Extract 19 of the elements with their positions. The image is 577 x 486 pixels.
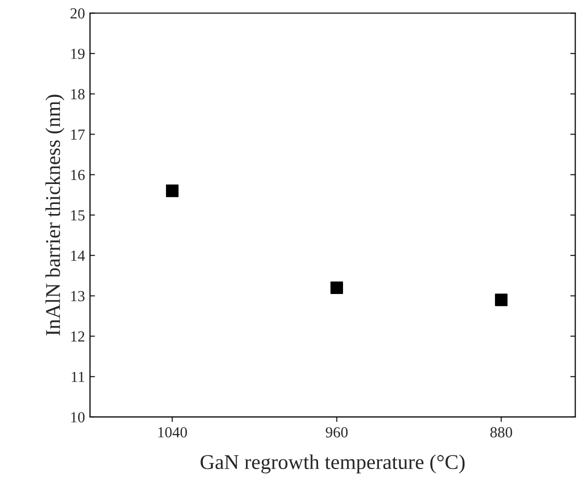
y-tick-label: 12 <box>71 331 84 342</box>
x-tick-label: 1040 <box>158 427 187 438</box>
y-tick-label: 16 <box>71 170 85 180</box>
y-tick-label: 17 <box>71 129 85 140</box>
point <box>166 184 179 198</box>
point <box>330 281 344 294</box>
y-tick-label: 20 <box>70 8 85 19</box>
point <box>494 294 508 306</box>
y-tick-label: 11 <box>72 372 84 382</box>
y-tick-label: 10 <box>71 412 85 422</box>
x-tick-label: 880 <box>490 427 512 438</box>
y-tick-label: 19 <box>71 48 85 59</box>
y-tick-label: 13 <box>71 291 85 302</box>
y-tick-label: 14 <box>71 250 85 261</box>
y-tick-label: 18 <box>71 89 85 100</box>
x-tick-label: 960 <box>326 427 348 438</box>
y-tick-label: 15 <box>71 210 85 221</box>
x-axis-title: GaN regrowth temperature (°C) <box>200 454 465 474</box>
y-axis-title: InAlN barrier thickness (nm) <box>45 94 64 336</box>
